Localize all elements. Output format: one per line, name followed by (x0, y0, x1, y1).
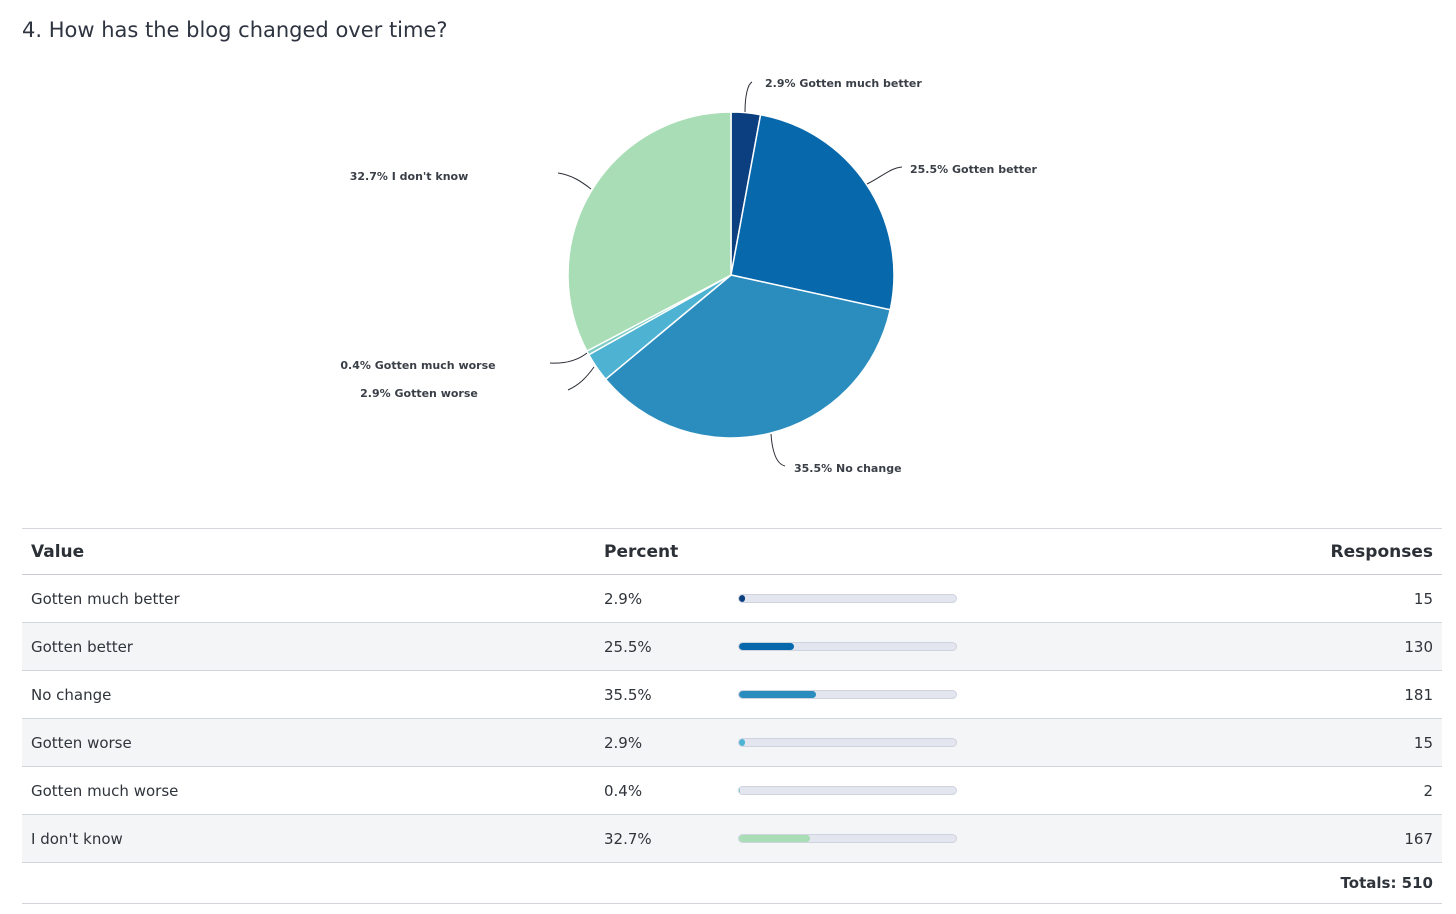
table-row: Gotten much better 2.9% 15 (22, 574, 1442, 623)
percent-bar-fill (739, 787, 741, 794)
table-row: I don't know 32.7% 167 (22, 814, 1442, 863)
row-percent: 2.9% (595, 718, 729, 767)
percent-bar-track (738, 690, 957, 699)
row-percent: 25.5% (595, 622, 729, 671)
leader-line (549, 352, 588, 364)
row-responses: 2 (973, 766, 1442, 815)
pie-chart: 2.9% Gotten much better 25.5% Gotten bett… (0, 60, 1456, 500)
row-bar-cell (729, 670, 973, 719)
row-percent: 32.7% (595, 814, 729, 863)
percent-bar-track (738, 594, 957, 603)
percent-bar-track (738, 834, 957, 843)
pie-slice-gotten-better[interactable] (730, 113, 895, 311)
header-responses[interactable]: Responses (973, 528, 1442, 575)
row-percent: 35.5% (595, 670, 729, 719)
table-row: Gotten worse 2.9% 15 (22, 718, 1442, 767)
totals-label: Totals: 510 (22, 862, 1442, 904)
row-bar-cell (729, 718, 973, 767)
header-percent[interactable]: Percent (595, 528, 729, 575)
leader-line (567, 366, 595, 391)
percent-bar-track (738, 642, 957, 651)
results-table: Value Percent Responses Gotten much bett… (22, 528, 1442, 904)
row-value: I don't know (22, 814, 595, 863)
leader-line (866, 166, 903, 185)
row-percent: 2.9% (595, 574, 729, 623)
row-responses: 15 (973, 718, 1442, 767)
pie-data-label: 35.5% No change (794, 462, 902, 475)
pie-data-label: 2.9% Gotten much better (765, 77, 922, 90)
pie-chart-svg: 2.9% Gotten much better 25.5% Gotten bett… (340, 77, 1038, 475)
pie-data-label: 25.5% Gotten better (910, 163, 1038, 176)
totals-row: Totals: 510 (22, 862, 1442, 904)
row-bar-cell (729, 766, 973, 815)
percent-bar-track (738, 786, 957, 795)
leader-line (744, 81, 753, 113)
pie-data-label: 2.9% Gotten worse (360, 387, 478, 400)
row-bar-cell (729, 814, 973, 863)
row-responses: 15 (973, 574, 1442, 623)
pie-slice-no-change[interactable] (604, 274, 892, 439)
table-body: Gotten much better 2.9% 15 Gotten better 25.… (22, 574, 1442, 863)
row-value: Gotten much better (22, 574, 595, 623)
row-responses: 130 (973, 622, 1442, 671)
row-responses: 167 (973, 814, 1442, 863)
header-bar (729, 528, 973, 575)
pie-slice-i-don-t-know[interactable] (567, 111, 732, 353)
row-percent: 0.4% (595, 766, 729, 815)
row-value: Gotten worse (22, 718, 595, 767)
pie-data-label: 32.7% I don't know (350, 170, 469, 183)
table-header-row: Value Percent Responses (22, 528, 1442, 575)
table-row: No change 35.5% 181 (22, 670, 1442, 719)
pie-data-label: 0.4% Gotten much worse (340, 359, 495, 372)
leader-line (770, 433, 786, 467)
percent-bar-fill (739, 595, 746, 602)
page-title: 4. How has the blog changed over time? (22, 18, 448, 42)
row-value: Gotten better (22, 622, 595, 671)
row-value: No change (22, 670, 595, 719)
percent-bar-fill (739, 835, 810, 842)
percent-bar-fill (739, 739, 746, 746)
table-row: Gotten much worse 0.4% 2 (22, 766, 1442, 815)
row-bar-cell (729, 574, 973, 623)
leader-line (557, 172, 592, 190)
percent-bar-fill (739, 691, 817, 698)
row-bar-cell (729, 622, 973, 671)
table-row: Gotten better 25.5% 130 (22, 622, 1442, 671)
percent-bar-fill (739, 643, 795, 650)
row-value: Gotten much worse (22, 766, 595, 815)
header-value[interactable]: Value (22, 528, 595, 575)
row-responses: 181 (973, 670, 1442, 719)
percent-bar-track (738, 738, 957, 747)
